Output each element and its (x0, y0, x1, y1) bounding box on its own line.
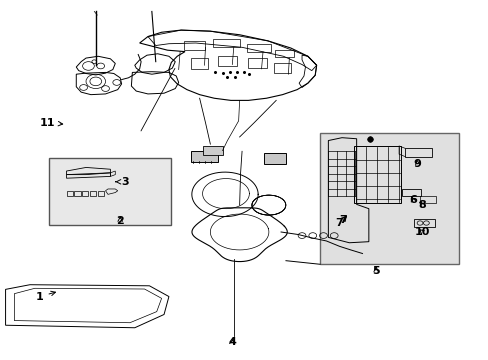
Text: 4: 4 (228, 337, 236, 347)
Bar (273, 63, 290, 73)
Bar (248, 58, 266, 68)
Text: 11: 11 (39, 118, 62, 128)
Text: 1: 1 (36, 291, 55, 302)
Text: 6: 6 (408, 195, 416, 205)
Text: 2: 2 (116, 216, 124, 226)
Bar (190, 58, 207, 69)
FancyBboxPatch shape (264, 153, 285, 164)
FancyBboxPatch shape (190, 150, 217, 162)
Text: 9: 9 (413, 159, 421, 169)
Text: 8: 8 (418, 200, 426, 210)
FancyBboxPatch shape (320, 134, 458, 264)
Bar (246, 44, 271, 51)
Bar (274, 50, 294, 57)
Bar (183, 41, 205, 50)
Text: 5: 5 (371, 266, 379, 276)
FancyBboxPatch shape (49, 158, 171, 225)
FancyBboxPatch shape (203, 146, 222, 155)
Text: 7: 7 (339, 215, 346, 225)
Text: 7: 7 (335, 216, 346, 228)
Text: 3: 3 (115, 177, 128, 187)
Bar (212, 40, 239, 47)
Text: 10: 10 (414, 227, 429, 237)
Bar (217, 56, 237, 66)
